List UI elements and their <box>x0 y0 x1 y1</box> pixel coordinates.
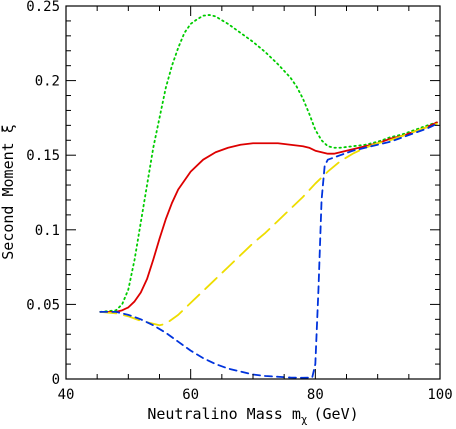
y-axis-label: Second Moment ξ <box>0 124 17 259</box>
y-tick-label: 0 <box>52 372 60 388</box>
ticks-layer <box>65 5 441 380</box>
series-line-dotted <box>99 14 438 313</box>
x-tick-label: 40 <box>58 387 75 403</box>
series-line-dashed <box>99 122 438 379</box>
y-tick-label: 0.05 <box>26 297 60 313</box>
y-tick-label: 0.2 <box>35 74 60 90</box>
x-tick-label: 80 <box>307 387 324 403</box>
y-tick-label: 0.25 <box>26 0 60 15</box>
y-tick-label: 0.1 <box>35 223 60 239</box>
x-axis-label-main: Neutralino Mass m <box>147 405 301 423</box>
x-axis-label-subscript: χ <box>301 413 308 426</box>
y-tick-label: 0.15 <box>26 148 60 164</box>
tick-labels-layer: 40 60 80 100 0 0.05 0.1 0.15 0.2 0.25 <box>26 0 452 403</box>
x-tick-label: 60 <box>182 387 199 403</box>
series-line-solid <box>99 121 438 313</box>
x-axis-label-unit: (GeV) <box>314 405 359 423</box>
curves-layer <box>99 14 438 379</box>
series-line-long-dash <box>99 122 438 327</box>
x-axis-label: Neutralino Mass mχ (GeV) <box>147 405 358 426</box>
plot-frame <box>65 5 441 380</box>
x-tick-label: 100 <box>427 387 452 403</box>
